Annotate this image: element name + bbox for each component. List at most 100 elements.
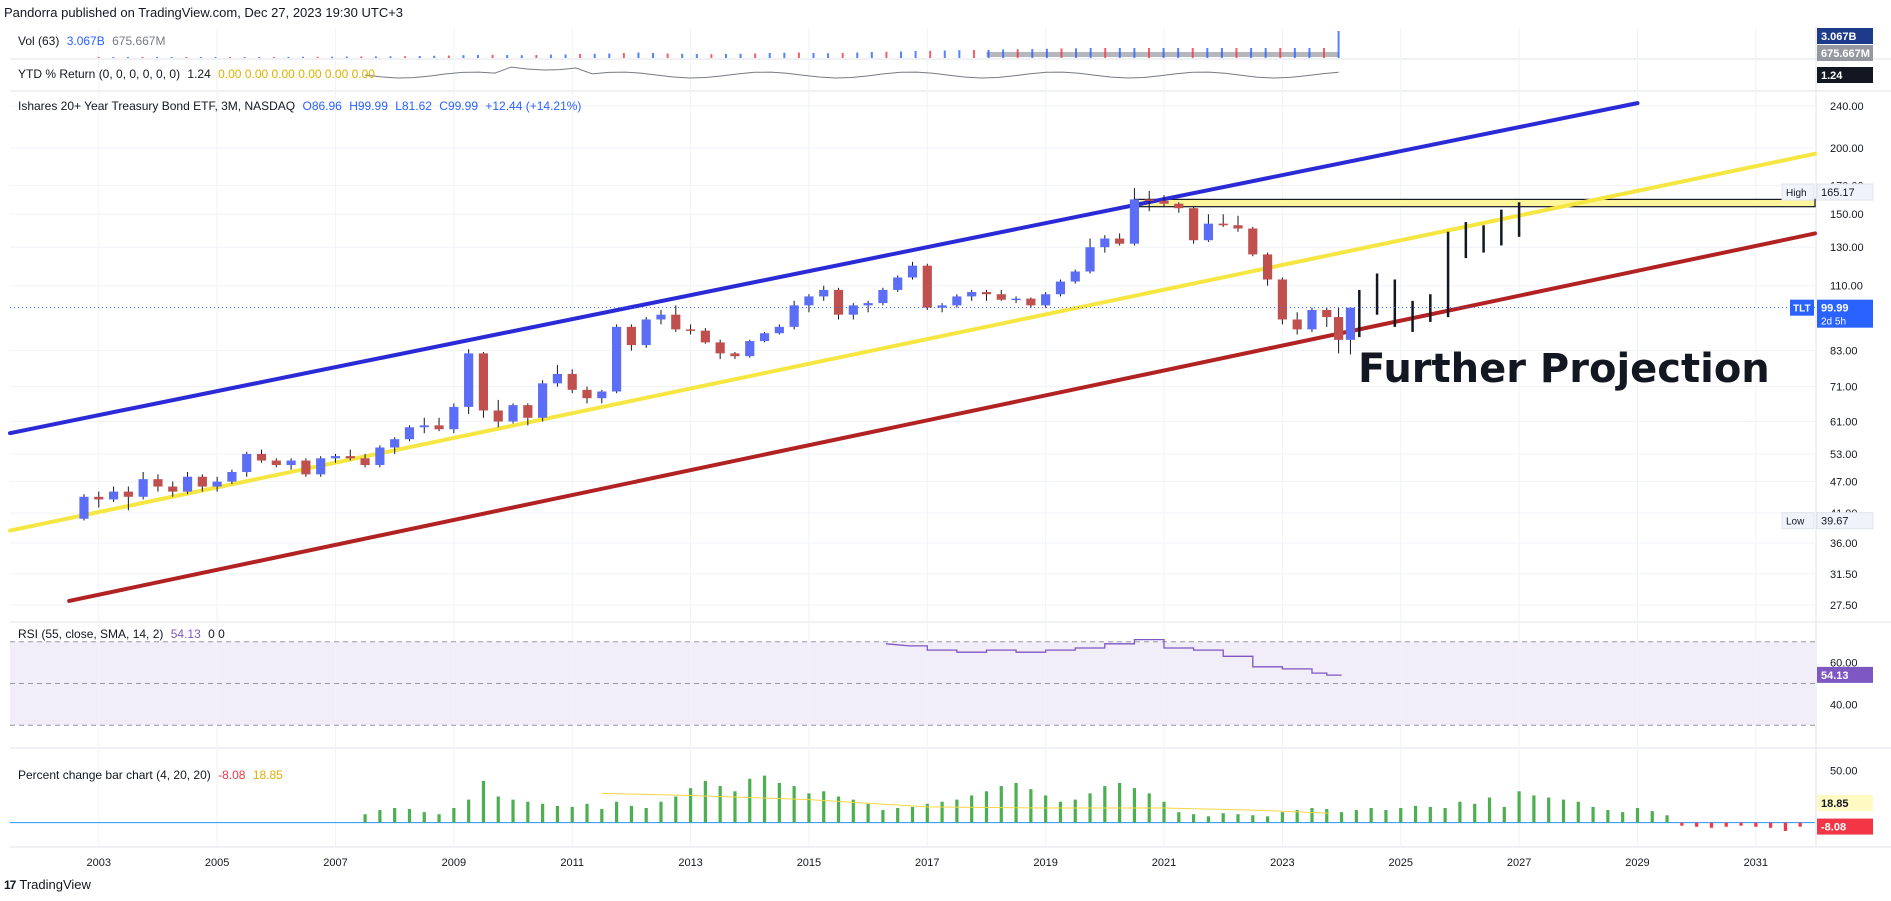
candle-body <box>108 491 119 500</box>
pct-bar <box>422 812 426 823</box>
candle-body <box>567 373 577 390</box>
pct-bar <box>866 803 870 823</box>
pct-bar <box>925 803 929 823</box>
tradingview-footer[interactable]: 17 TradingView <box>4 877 91 892</box>
volume-bar <box>287 56 290 58</box>
candle-body <box>671 314 681 330</box>
low-marker-label: Low <box>1786 517 1805 528</box>
low-marker-value: 39.67 <box>1821 516 1849 528</box>
candle-body <box>449 406 459 430</box>
annotation-further-projection[interactable]: Further Projection <box>1358 346 1770 392</box>
tlt-symbol-bg <box>1790 299 1814 316</box>
volume-legend[interactable]: Vol (63) 3.067B 675.667M <box>18 34 169 48</box>
time-tick-label: 2015 <box>797 857 821 869</box>
candle-body <box>168 486 178 492</box>
volume-bar <box>987 49 990 58</box>
time-tick-label: 2005 <box>205 857 229 869</box>
candle-body <box>819 289 829 297</box>
volume-bar <box>681 53 684 58</box>
candle-body <box>1011 298 1021 301</box>
volume-bar <box>433 55 436 58</box>
volume-bar <box>768 53 771 58</box>
volume-axis-badge-bg <box>1817 28 1873 44</box>
pct-bar <box>1754 822 1758 827</box>
volume-bar <box>418 56 421 58</box>
candle-body <box>1055 281 1066 295</box>
change-value: +12.44 (+14.21%) <box>485 99 582 113</box>
price-tick-label: 110.00 <box>1830 281 1863 293</box>
pct-bar <box>1073 799 1077 823</box>
price-tick-label: 47.00 <box>1830 477 1858 489</box>
pct-bar <box>1295 810 1299 823</box>
pct-ma-line <box>601 792 1330 814</box>
ytd-return-line <box>365 66 1339 79</box>
main-legend[interactable]: Ishares 20+ Year Treasury Bond ETF, 3M, … <box>18 99 585 113</box>
candle-body <box>478 353 489 411</box>
volume-bar <box>1235 48 1238 58</box>
pct-bar <box>807 793 811 823</box>
pct-bar <box>467 799 471 823</box>
volume-bar <box>1220 48 1223 58</box>
rsi-axis-badge-text: 54.13 <box>1821 670 1849 682</box>
rsi-legend[interactable]: RSI (55, close, SMA, 14, 2) 54.13 0 0 <box>18 627 229 641</box>
volume-bar <box>126 57 129 58</box>
volume-bar <box>491 54 494 58</box>
candle-body <box>79 496 89 519</box>
pct-bar <box>1369 807 1373 823</box>
pct-bar <box>1014 782 1018 823</box>
volume-bar <box>360 56 363 58</box>
volume-bar <box>1060 48 1063 58</box>
volume-bar <box>652 53 655 58</box>
ytd-value: 1.24 <box>187 67 211 81</box>
volume-bar <box>827 53 830 58</box>
volume-bar <box>214 57 217 58</box>
candle-body <box>464 353 474 407</box>
pct-bar <box>1177 812 1181 823</box>
tlt-price-bg <box>1817 299 1873 328</box>
pct-pos-axis-badge-bg <box>1817 794 1873 811</box>
candle-body <box>227 472 237 482</box>
time-tick-label: 2023 <box>1270 857 1294 869</box>
volume-bar <box>929 50 932 58</box>
pct-pos-axis-badge: 18.85 <box>1817 794 1873 811</box>
pct-pos-axis-badge-text: 18.85 <box>1821 798 1849 810</box>
candle-body <box>1174 203 1184 209</box>
time-axis[interactable]: 2003 2005 2007 2009 2011 2013 2015 2017 2019 2021… <box>87 857 1769 869</box>
rsi-line <box>885 638 1342 676</box>
pct-bar <box>1576 801 1580 823</box>
price-axis[interactable]: 240.00200.00170.00150.00130.00110.0083.0… <box>10 28 1874 835</box>
low-value: L81.62 <box>395 99 432 113</box>
volume-ma-axis-badge-bg <box>1817 45 1873 61</box>
candle-body <box>730 353 740 357</box>
pct-bar <box>1798 822 1802 827</box>
volume-bar <box>229 57 232 58</box>
volume-bar <box>462 55 465 58</box>
volume-bar <box>316 56 319 58</box>
percent-change-legend[interactable]: Percent change bar chart (4, 20, 20) -8.… <box>18 768 287 782</box>
high-marker-value: 165.17 <box>1821 187 1855 199</box>
pct-bar <box>496 796 500 823</box>
pct-bar <box>1103 786 1107 823</box>
pct-bar <box>1206 816 1211 823</box>
candle-body <box>759 333 770 342</box>
pct-bar <box>1354 810 1358 823</box>
high-marker-label-bg <box>1781 183 1815 201</box>
volume-axis-badge: 3.067B <box>1817 28 1873 44</box>
volume-bar <box>506 55 509 58</box>
candle-body <box>404 427 415 440</box>
high-marker-label: High <box>1786 188 1807 199</box>
candle-body <box>1233 225 1243 229</box>
volume-bar <box>199 57 202 58</box>
ytd-legend[interactable]: YTD % Return (0, 0, 0, 0, 0, 0) 1.24 0.0… <box>18 67 379 81</box>
pct-bar <box>659 801 663 823</box>
pct-bar <box>1339 812 1344 823</box>
price-tick-label: 200.00 <box>1830 143 1864 155</box>
volume-bar <box>1323 48 1326 58</box>
pct-bar <box>1280 812 1284 823</box>
rsi-axis-badge: 54.13 <box>1817 666 1873 683</box>
pct-bar <box>1502 806 1506 823</box>
candle-body <box>582 389 592 399</box>
pct-bar <box>851 799 855 823</box>
candle-body <box>242 453 252 473</box>
